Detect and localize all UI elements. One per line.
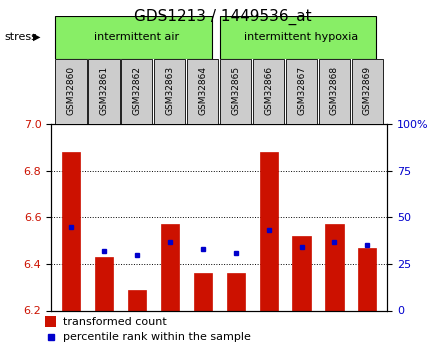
Bar (319, 59, 350, 124)
Text: GSM32869: GSM32869 (363, 66, 372, 115)
Text: intermittent hypoxia: intermittent hypoxia (244, 32, 359, 42)
Bar (286, 59, 317, 124)
Text: GSM32861: GSM32861 (99, 66, 109, 115)
Text: stress: stress (4, 32, 37, 42)
Text: GSM32866: GSM32866 (264, 66, 273, 115)
Bar (95, 257, 113, 310)
Bar (352, 59, 383, 124)
Text: percentile rank within the sample: percentile rank within the sample (63, 333, 251, 342)
Bar (88, 59, 120, 124)
Bar (161, 224, 179, 310)
Text: GSM32864: GSM32864 (198, 66, 207, 115)
Bar (194, 273, 212, 310)
Bar (259, 152, 278, 310)
Bar (325, 224, 344, 310)
Bar (154, 59, 186, 124)
Bar (62, 152, 80, 310)
Bar (121, 59, 153, 124)
Bar (358, 248, 376, 310)
Text: GDS1213 / 1449536_at: GDS1213 / 1449536_at (134, 9, 312, 25)
Text: GSM32867: GSM32867 (297, 66, 306, 115)
Bar (128, 289, 146, 310)
Text: GSM32865: GSM32865 (231, 66, 240, 115)
Text: ▶: ▶ (32, 32, 40, 42)
Bar (45, 316, 56, 327)
Bar (55, 16, 212, 59)
Bar (292, 236, 311, 310)
Text: GSM32868: GSM32868 (330, 66, 339, 115)
Text: GSM32863: GSM32863 (165, 66, 174, 115)
Bar (253, 59, 284, 124)
Bar (55, 59, 87, 124)
Text: GSM32860: GSM32860 (66, 66, 76, 115)
Text: intermittent air: intermittent air (94, 32, 179, 42)
Bar (187, 59, 218, 124)
Bar (227, 273, 245, 310)
Bar (220, 16, 376, 59)
Text: transformed count: transformed count (63, 317, 167, 326)
Text: GSM32862: GSM32862 (132, 66, 142, 115)
Bar (220, 59, 251, 124)
